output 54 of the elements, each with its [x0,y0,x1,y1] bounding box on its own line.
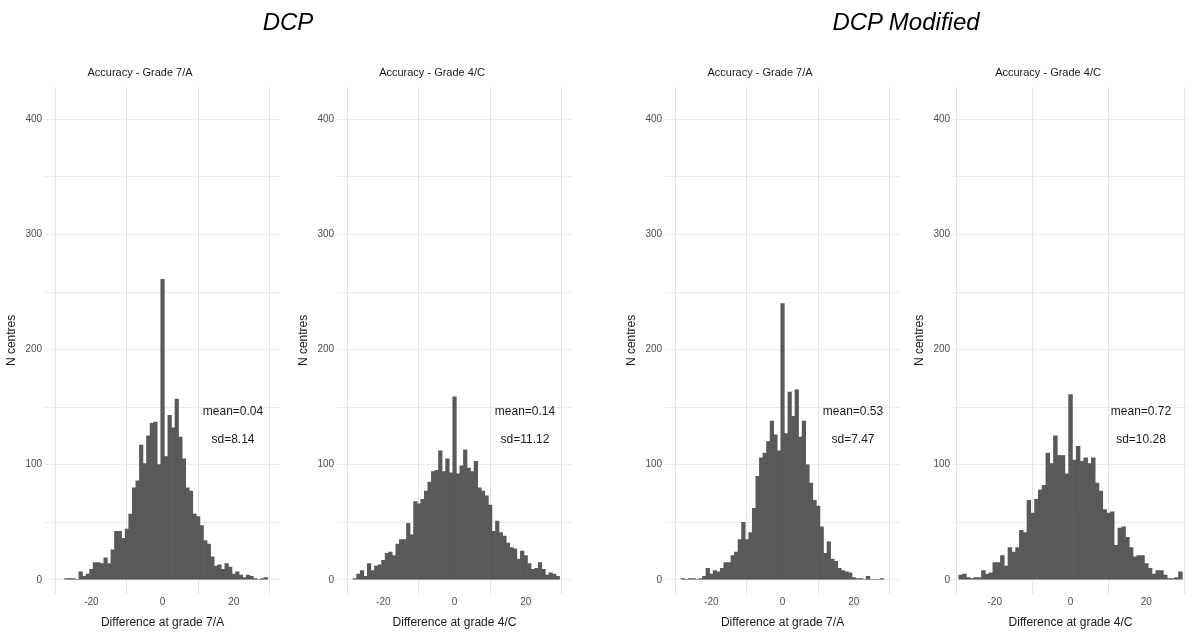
x-tick-label: 0 [779,596,786,608]
x-tick-label: -20 [704,596,720,608]
y-tick-label: 400 [317,113,335,125]
x-axis-title: Difference at grade 4/C [1008,615,1133,630]
y-tick-label: 0 [328,573,335,585]
y-tick-label: 0 [656,573,663,585]
y-tick-label: 400 [645,113,663,125]
x-tick-label: -20 [376,596,392,608]
x-axis-title: Difference at grade 4/C [392,615,517,630]
annotation: mean=0.04 [202,403,264,418]
x-tick-label: -20 [84,596,100,608]
y-axis-title: N centres [623,314,638,367]
y-axis-title: N centres [911,314,926,367]
annotation: sd=11.12 [500,431,550,446]
annotation: sd=7.47 [831,431,875,446]
y-tick-label: 400 [25,113,43,125]
x-axis-title: Difference at grade 7/A [100,615,225,630]
y-tick-label: 300 [933,228,951,240]
y-axis-title: N centres [295,314,310,367]
chart-subtitle: Accuracy - Grade 7/A [707,65,814,78]
y-tick-label: 0 [944,573,951,585]
y-tick-label: 100 [25,458,43,470]
annotation: mean=0.72 [1110,403,1172,418]
annotation: mean=0.53 [822,403,884,418]
y-tick-label: 200 [645,343,663,355]
x-tick-label: 0 [1067,596,1074,608]
x-axis-title: Difference at grade 7/A [720,615,845,630]
y-tick-label: 100 [317,458,335,470]
annotation: sd=10.28 [1116,431,1167,446]
y-tick-label: 100 [645,458,663,470]
y-tick-label: 300 [317,228,335,240]
x-tick-label: 0 [159,596,166,608]
chart-title: DCP Modified [831,8,981,36]
y-tick-label: 400 [933,113,951,125]
annotation: mean=0.14 [494,403,556,418]
chart-subtitle: Accuracy - Grade 4/C [379,65,485,78]
y-tick-label: 300 [645,228,663,240]
chart-subtitle: Accuracy - Grade 4/C [995,65,1101,78]
x-tick-label: -20 [987,596,1003,608]
y-tick-label: 100 [933,458,951,470]
y-tick-label: 200 [317,343,335,355]
chart-subtitle: Accuracy - Grade 7/A [87,65,194,78]
annotation: sd=8.14 [211,431,255,446]
y-tick-label: 200 [933,343,951,355]
x-tick-label: 20 [1140,596,1153,608]
y-tick-label: 200 [25,343,43,355]
x-tick-label: 20 [228,596,240,608]
y-tick-label: 0 [36,573,43,585]
y-tick-label: 300 [25,228,43,240]
x-tick-label: 20 [848,596,860,608]
y-axis-title: N centres [3,314,18,367]
chart-title: DCP [261,8,315,36]
x-tick-label: 20 [520,596,532,608]
x-tick-label: 0 [451,596,458,608]
